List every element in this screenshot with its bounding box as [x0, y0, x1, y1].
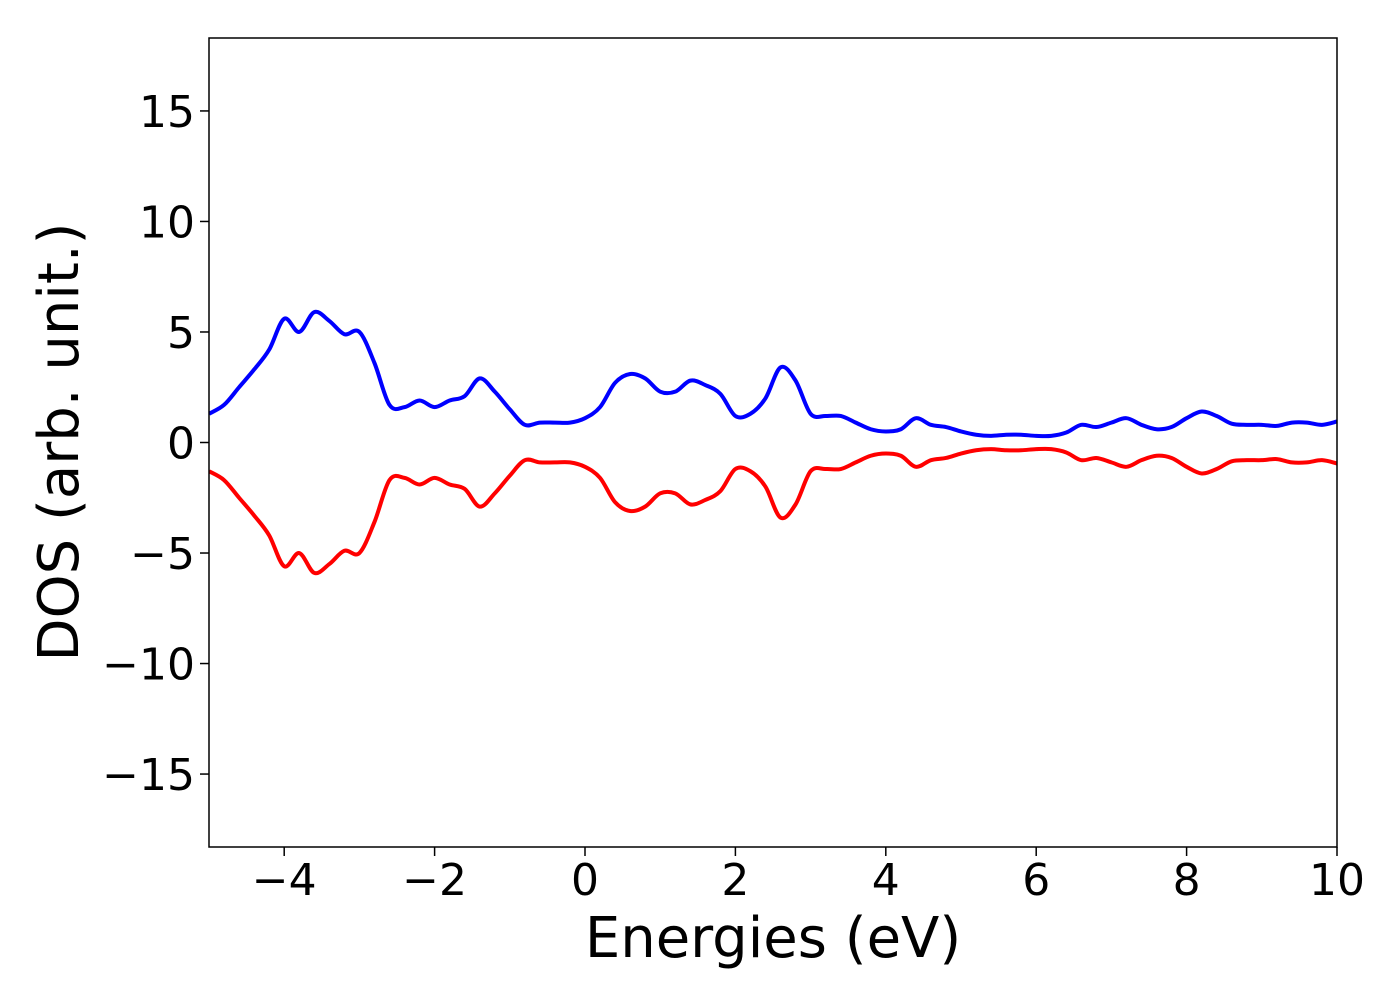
y-tick-label: 0	[167, 419, 195, 470]
x-tick-label: 10	[1309, 855, 1365, 906]
plot-frame	[208, 37, 1338, 848]
y-tick-label: 5	[167, 308, 195, 359]
x-tick-label: 8	[1173, 855, 1201, 906]
x-tick-label: 2	[721, 855, 749, 906]
y-axis-label: DOS (arb. unit.)	[27, 222, 92, 661]
dos-down-line	[209, 446, 1337, 576]
x-tick-label: 0	[571, 855, 599, 906]
y-tick-label: −10	[102, 640, 195, 691]
x-tick-label: −2	[402, 855, 467, 906]
dos-up-line	[209, 309, 1337, 439]
x-tick-label: 6	[1022, 855, 1050, 906]
x-axis-label: Energies (eV)	[585, 906, 961, 971]
y-tick-label: 10	[139, 197, 195, 248]
x-tick-label: −4	[252, 855, 317, 906]
y-tick-label: −15	[102, 750, 195, 801]
y-tick-label: 15	[139, 87, 195, 138]
x-tick-label: 4	[872, 855, 900, 906]
y-tick-label: −5	[130, 529, 195, 580]
